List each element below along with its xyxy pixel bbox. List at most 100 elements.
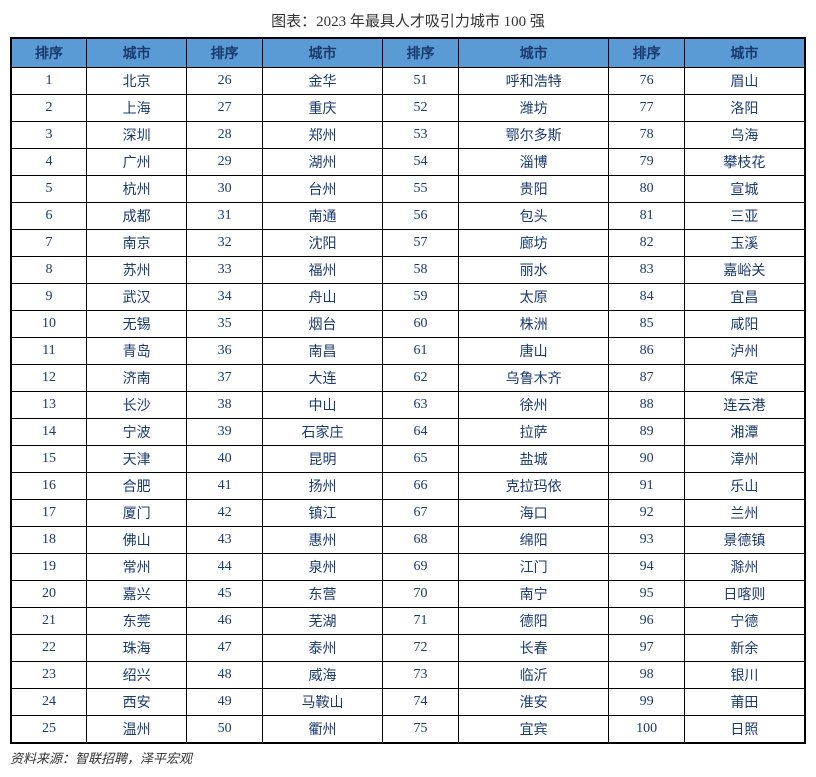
rank-cell: 34: [187, 284, 262, 311]
table-title: 图表：2023 年最具人才吸引力城市 100 强: [10, 10, 806, 31]
rank-cell: 8: [11, 257, 86, 284]
rank-cell: 37: [187, 365, 262, 392]
city-cell: 漳州: [684, 446, 805, 473]
table-row: 7南京32沈阳57廊坊82玉溪: [11, 230, 805, 257]
city-cell: 苏州: [86, 257, 187, 284]
table-container: 图表：2023 年最具人才吸引力城市 100 强 排序 城市 排序 城市 排序 …: [10, 10, 806, 767]
rank-cell: 24: [11, 689, 86, 716]
city-cell: 天津: [86, 446, 187, 473]
header-rank: 排序: [187, 38, 262, 68]
rank-cell: 77: [609, 95, 684, 122]
table-row: 19常州44泉州69江门94滁州: [11, 554, 805, 581]
city-cell: 西安: [86, 689, 187, 716]
rank-cell: 52: [383, 95, 458, 122]
rank-cell: 66: [383, 473, 458, 500]
city-cell: 东营: [262, 581, 383, 608]
rank-cell: 62: [383, 365, 458, 392]
table-row: 3深圳28郑州53鄂尔多斯78乌海: [11, 122, 805, 149]
city-cell: 连云港: [684, 392, 805, 419]
rank-cell: 23: [11, 662, 86, 689]
city-cell: 芜湖: [262, 608, 383, 635]
ranking-table: 排序 城市 排序 城市 排序 城市 排序 城市 1北京26金华51呼和浩特76眉…: [10, 37, 806, 744]
rank-cell: 69: [383, 554, 458, 581]
rank-cell: 49: [187, 689, 262, 716]
city-cell: 厦门: [86, 500, 187, 527]
city-cell: 丽水: [458, 257, 609, 284]
rank-cell: 6: [11, 203, 86, 230]
rank-cell: 7: [11, 230, 86, 257]
city-cell: 乐山: [684, 473, 805, 500]
table-row: 9武汉34舟山59太原84宜昌: [11, 284, 805, 311]
table-row: 2上海27重庆52潍坊77洛阳: [11, 95, 805, 122]
rank-cell: 60: [383, 311, 458, 338]
city-cell: 淮安: [458, 689, 609, 716]
rank-cell: 32: [187, 230, 262, 257]
city-cell: 南京: [86, 230, 187, 257]
rank-cell: 30: [187, 176, 262, 203]
city-cell: 济南: [86, 365, 187, 392]
rank-cell: 42: [187, 500, 262, 527]
rank-cell: 39: [187, 419, 262, 446]
city-cell: 徐州: [458, 392, 609, 419]
rank-cell: 79: [609, 149, 684, 176]
city-cell: 拉萨: [458, 419, 609, 446]
rank-cell: 57: [383, 230, 458, 257]
city-cell: 南昌: [262, 338, 383, 365]
city-cell: 银川: [684, 662, 805, 689]
rank-cell: 95: [609, 581, 684, 608]
city-cell: 太原: [458, 284, 609, 311]
city-cell: 成都: [86, 203, 187, 230]
city-cell: 眉山: [684, 68, 805, 95]
table-row: 17厦门42镇江67海口92兰州: [11, 500, 805, 527]
city-cell: 日照: [684, 716, 805, 744]
city-cell: 青岛: [86, 338, 187, 365]
table-row: 11青岛36南昌61唐山86泸州: [11, 338, 805, 365]
city-cell: 呼和浩特: [458, 68, 609, 95]
rank-cell: 88: [609, 392, 684, 419]
city-cell: 衢州: [262, 716, 383, 744]
city-cell: 东莞: [86, 608, 187, 635]
city-cell: 株洲: [458, 311, 609, 338]
table-row: 23绍兴48威海73临沂98银川: [11, 662, 805, 689]
rank-cell: 59: [383, 284, 458, 311]
city-cell: 长春: [458, 635, 609, 662]
rank-cell: 64: [383, 419, 458, 446]
city-cell: 泉州: [262, 554, 383, 581]
rank-cell: 11: [11, 338, 86, 365]
rank-cell: 67: [383, 500, 458, 527]
rank-cell: 65: [383, 446, 458, 473]
rank-cell: 45: [187, 581, 262, 608]
city-cell: 上海: [86, 95, 187, 122]
city-cell: 绍兴: [86, 662, 187, 689]
source-text: 资料来源：智联招聘，泽平宏观: [10, 748, 806, 767]
rank-cell: 13: [11, 392, 86, 419]
table-row: 1北京26金华51呼和浩特76眉山: [11, 68, 805, 95]
city-cell: 石家庄: [262, 419, 383, 446]
rank-cell: 10: [11, 311, 86, 338]
city-cell: 北京: [86, 68, 187, 95]
table-row: 13长沙38中山63徐州88连云港: [11, 392, 805, 419]
rank-cell: 83: [609, 257, 684, 284]
city-cell: 滁州: [684, 554, 805, 581]
rank-cell: 19: [11, 554, 86, 581]
city-cell: 南宁: [458, 581, 609, 608]
header-city: 城市: [458, 38, 609, 68]
table-row: 12济南37大连62乌鲁木齐87保定: [11, 365, 805, 392]
header-rank: 排序: [383, 38, 458, 68]
city-cell: 兰州: [684, 500, 805, 527]
rank-cell: 5: [11, 176, 86, 203]
rank-cell: 21: [11, 608, 86, 635]
rank-cell: 51: [383, 68, 458, 95]
city-cell: 扬州: [262, 473, 383, 500]
rank-cell: 96: [609, 608, 684, 635]
rank-cell: 15: [11, 446, 86, 473]
city-cell: 乌海: [684, 122, 805, 149]
rank-cell: 94: [609, 554, 684, 581]
city-cell: 郑州: [262, 122, 383, 149]
rank-cell: 50: [187, 716, 262, 744]
city-cell: 鄂尔多斯: [458, 122, 609, 149]
rank-cell: 47: [187, 635, 262, 662]
rank-cell: 16: [11, 473, 86, 500]
rank-cell: 38: [187, 392, 262, 419]
rank-cell: 35: [187, 311, 262, 338]
